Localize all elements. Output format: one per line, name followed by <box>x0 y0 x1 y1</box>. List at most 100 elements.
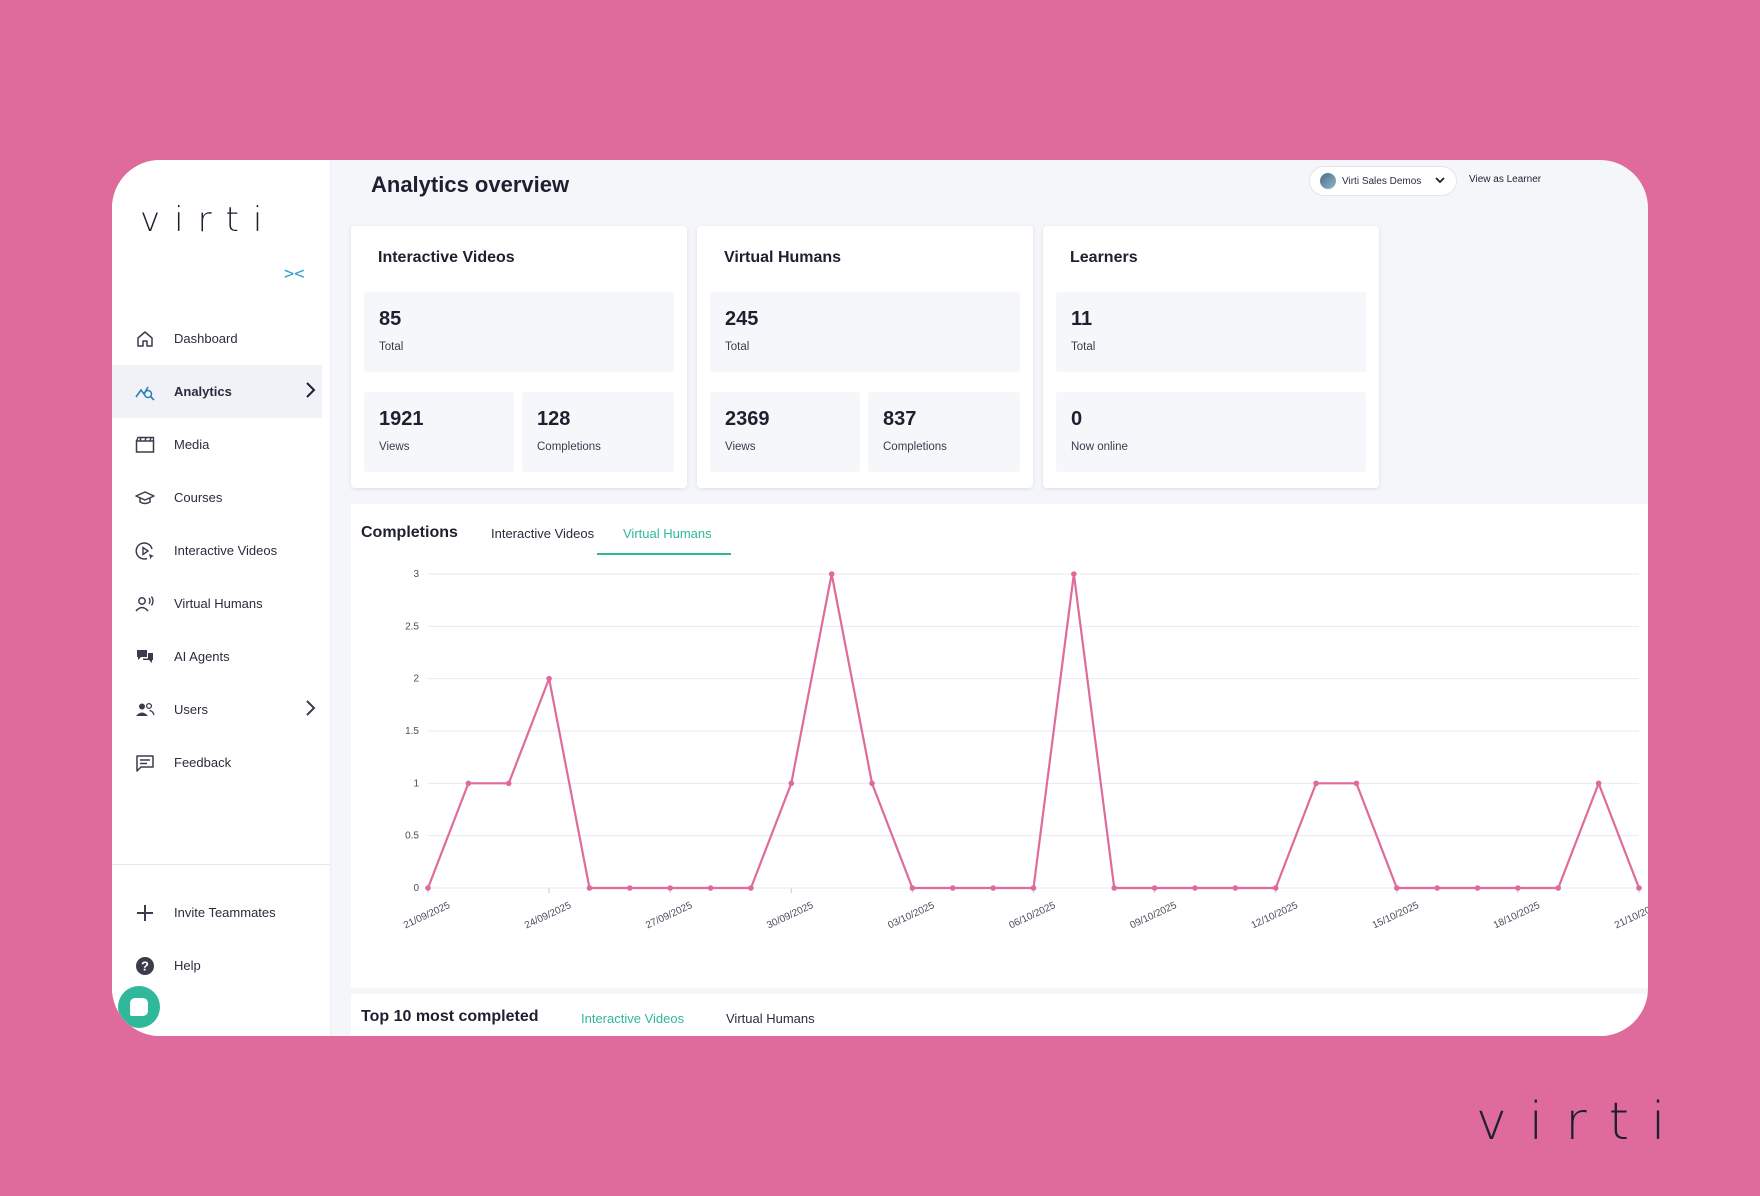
total-stat: 11 Total <box>1056 292 1366 372</box>
completions-panel: 0 0.5 1 1.5 2 2.5 3 21/09/2025 24/09/2025 27/09/2… <box>351 504 1648 988</box>
data-point <box>748 885 754 891</box>
virti-logo: virti <box>140 200 277 240</box>
y-tick-label: 0 <box>413 883 419 894</box>
data-point <box>1151 885 1158 891</box>
data-point <box>990 885 996 891</box>
chevron-right-icon <box>304 381 316 402</box>
sidebar-item-interactive-videos[interactable]: Interactive Videos <box>112 524 322 577</box>
data-point <box>1192 885 1198 891</box>
sidebar-item-label: Users <box>174 702 208 717</box>
sidebar-item-label: Media <box>174 437 210 452</box>
data-point <box>1434 885 1440 891</box>
message-square-icon <box>134 752 156 774</box>
x-tick-label: 06/10/2025 <box>1007 900 1057 931</box>
sidebar-item-feedback[interactable]: Feedback <box>112 736 322 789</box>
data-point <box>667 885 673 891</box>
views-stat: 1921 Views <box>364 392 514 472</box>
data-point <box>869 780 875 787</box>
clapperboard-icon <box>134 434 156 456</box>
data-point <box>1555 885 1562 891</box>
y-tick-label: 3 <box>413 569 419 580</box>
stat-value: 2369 <box>725 408 770 430</box>
chat-support-button[interactable] <box>118 986 160 1028</box>
sidebar-item-virtual-humans[interactable]: Virtual Humans <box>112 577 322 630</box>
data-point <box>1272 885 1279 891</box>
x-tick-label: 27/09/2025 <box>644 900 694 931</box>
analytics-icon <box>134 381 156 403</box>
data-point <box>1030 885 1037 891</box>
data-point <box>425 885 431 891</box>
data-point <box>909 885 916 891</box>
data-point <box>1474 885 1481 891</box>
card-title: Learners <box>1070 249 1138 266</box>
x-tick-label: 12/10/2025 <box>1250 900 1300 931</box>
data-point <box>828 571 835 577</box>
sidebar-item-label: AI Agents <box>174 649 230 664</box>
stat-value: 245 <box>725 308 759 330</box>
account-select-value: Virti Sales Demos <box>1342 175 1422 187</box>
active-tab-indicator <box>597 553 731 555</box>
data-point <box>465 780 472 787</box>
users-icon <box>134 699 156 721</box>
sidebar-item-dashboard[interactable]: Dashboard <box>112 312 322 365</box>
stat-label: Completions <box>883 441 947 453</box>
x-tick-label: 30/09/2025 <box>765 900 815 931</box>
interactive-videos-card: Interactive Videos 85 Total 1921 Views 1… <box>351 226 687 488</box>
sidebar-item-label: Interactive Videos <box>174 543 278 558</box>
x-tick-label: 21/10/2025 <box>1613 900 1648 931</box>
help-button[interactable]: ? Help <box>112 939 322 992</box>
collapse-sidebar-button[interactable]: >< <box>284 264 305 284</box>
y-tick-label: 2.5 <box>405 621 419 632</box>
x-tick-label: 18/10/2025 <box>1492 900 1542 931</box>
graduation-cap-icon <box>134 487 156 509</box>
sidebar-item-analytics[interactable]: Analytics <box>112 365 322 418</box>
stat-label: Total <box>379 341 404 353</box>
sidebar-item-media[interactable]: Media <box>112 418 322 471</box>
total-stat: 85 Total <box>364 292 674 372</box>
sidebar-item-courses[interactable]: Courses <box>112 471 322 524</box>
x-tick-label: 21/09/2025 <box>402 900 452 931</box>
stat-label: Views <box>379 441 410 453</box>
invite-teammates-button[interactable]: Invite Teammates <box>112 886 322 939</box>
y-tick-label: 0.5 <box>405 831 419 842</box>
data-point <box>505 780 512 787</box>
data-point <box>949 885 956 891</box>
data-point <box>1111 885 1118 891</box>
chat-icon <box>130 998 148 1016</box>
now-online-stat: 0 Now online <box>1056 392 1366 472</box>
sidebar: virti >< Dashboard Analytics <box>112 160 331 1036</box>
sidebar-bottom-nav: Invite Teammates ? Help <box>112 886 322 992</box>
home-icon <box>134 328 156 350</box>
chevron-down-icon <box>1434 174 1446 189</box>
app-window: virti >< Dashboard Analytics <box>112 160 1648 1036</box>
chevron-right-icon <box>304 699 316 720</box>
sidebar-item-ai-agents[interactable]: AI Agents <box>112 630 322 683</box>
data-point <box>1232 885 1239 891</box>
stat-label: Views <box>725 441 756 453</box>
sidebar-item-label: Dashboard <box>174 331 238 346</box>
completions-stat: 128 Completions <box>522 392 674 472</box>
chat-bubbles-icon <box>134 646 156 668</box>
data-point <box>1071 571 1077 577</box>
plus-icon <box>134 902 156 924</box>
tab-interactive-videos[interactable]: Interactive Videos <box>491 526 595 541</box>
sidebar-nav: Dashboard Analytics Media <box>112 312 322 789</box>
y-tick-label: 1 <box>413 778 419 789</box>
sidebar-item-users[interactable]: Users <box>112 683 322 736</box>
sidebar-item-label: Analytics <box>174 384 232 399</box>
tab-interactive-videos[interactable]: Interactive Videos <box>581 1011 685 1026</box>
view-as-learner-link[interactable]: View as Learner <box>1469 174 1542 185</box>
data-point <box>788 780 795 787</box>
tab-virtual-humans[interactable]: Virtual Humans <box>726 1011 815 1026</box>
account-select[interactable]: Virti Sales Demos <box>1309 166 1457 196</box>
x-tick-label: 24/09/2025 <box>523 900 573 931</box>
tab-virtual-humans[interactable]: Virtual Humans <box>623 526 712 541</box>
sidebar-item-label: Virtual Humans <box>174 596 263 611</box>
sidebar-item-label: Invite Teammates <box>174 905 276 920</box>
data-point <box>627 885 633 891</box>
data-point <box>586 885 593 891</box>
total-stat: 245 Total <box>710 292 1020 372</box>
virtual-humans-card: Virtual Humans 245 Total 2369 Views 837 … <box>697 226 1033 488</box>
y-tick-label: 1.5 <box>405 726 419 737</box>
x-tick-label: 15/10/2025 <box>1371 900 1421 931</box>
